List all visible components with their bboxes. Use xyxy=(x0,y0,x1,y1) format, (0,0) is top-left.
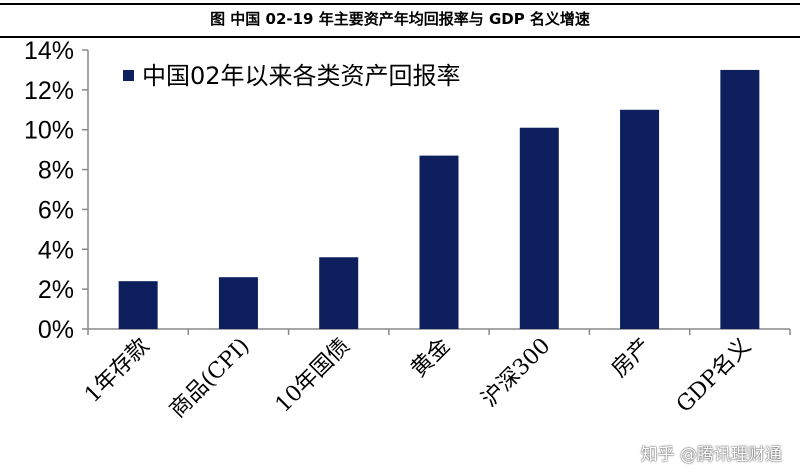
bar xyxy=(720,69,760,329)
x-tick-label: 黄金 xyxy=(406,334,455,383)
x-tick-label: 沪深300 xyxy=(477,334,555,412)
title-rule xyxy=(0,36,800,38)
y-tick-label: 0% xyxy=(38,316,74,344)
legend-label: 中国02年以来各类资产回报率 xyxy=(142,62,461,90)
legend-swatch xyxy=(123,70,134,81)
bar xyxy=(419,155,459,329)
bar xyxy=(218,277,258,329)
y-tick-label: 10% xyxy=(24,117,74,145)
y-tick-label: 2% xyxy=(38,276,74,304)
top-rule xyxy=(0,3,800,5)
bar xyxy=(620,109,660,330)
x-tick-label: 房产 xyxy=(607,334,656,383)
bar xyxy=(118,281,158,329)
y-tick-label: 6% xyxy=(38,196,74,224)
y-tick-label: 4% xyxy=(38,236,74,264)
x-tick-label: 商品(CPI) xyxy=(165,334,254,423)
watermark: 知乎 @腾讯理财通 xyxy=(640,445,782,465)
x-tick-label: GDP名义 xyxy=(672,334,756,418)
figure-title: 图 中国 02-19 年主要资产年均回报率与 GDP 名义增速 xyxy=(210,10,590,28)
y-tick-label: 8% xyxy=(38,157,74,185)
bar xyxy=(519,127,559,329)
y-tick-label: 14% xyxy=(24,37,74,65)
y-tick-label: 12% xyxy=(24,77,74,105)
x-tick-label: 1年存款 xyxy=(80,334,154,408)
x-tick-label: 10年国债 xyxy=(271,334,355,418)
bar xyxy=(319,257,359,329)
